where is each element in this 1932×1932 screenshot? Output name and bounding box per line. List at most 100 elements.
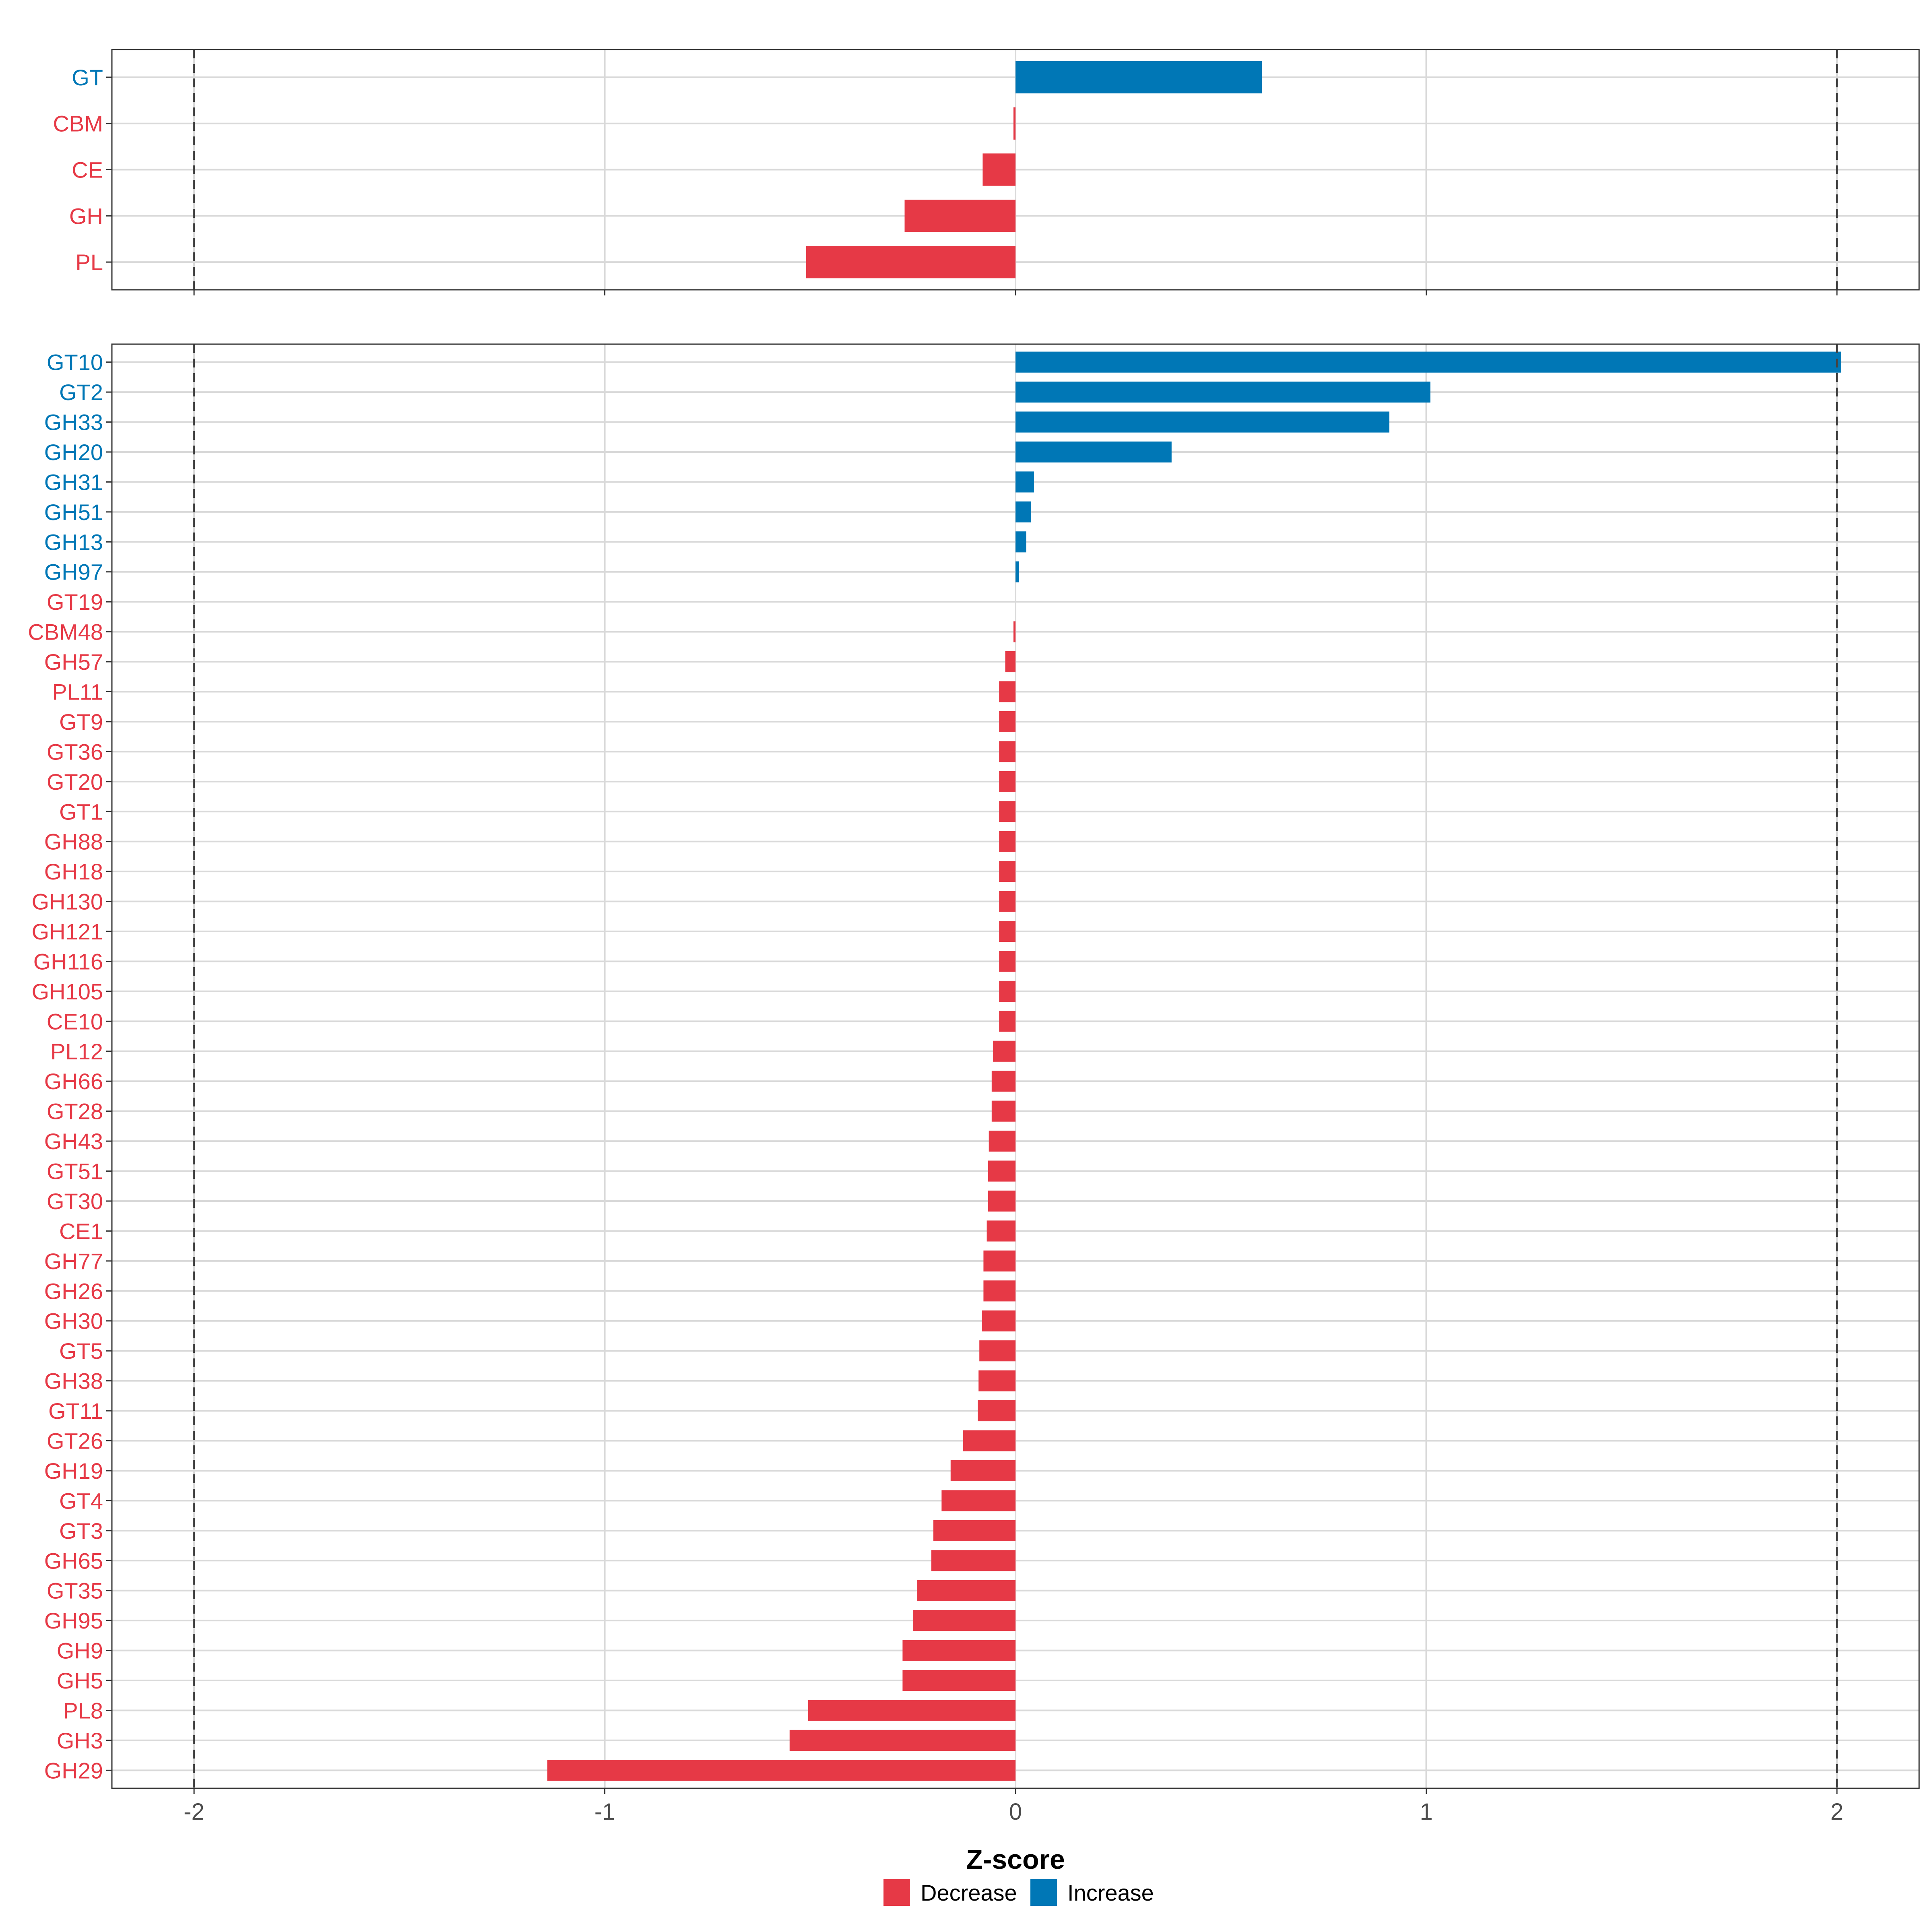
bar-GH3: [789, 1730, 1016, 1751]
bar-GH97: [1016, 561, 1019, 582]
x-tick-label: 2: [1831, 1799, 1843, 1825]
y-tick-label: GH31: [44, 469, 103, 495]
bar-GH66: [991, 1071, 1016, 1092]
y-tick-label: GH130: [32, 889, 103, 914]
legend-swatch-increase: [1030, 1879, 1057, 1906]
x-tick-label: 1: [1420, 1799, 1432, 1825]
y-tick-label: GH66: [44, 1069, 103, 1094]
bar-GH5: [902, 1670, 1016, 1691]
bar-GT20: [999, 771, 1016, 792]
bar-CE1: [987, 1220, 1016, 1242]
bar-GH121: [999, 921, 1016, 942]
y-tick-label: GT30: [47, 1189, 103, 1214]
y-tick-label: GT26: [47, 1428, 103, 1453]
y-tick-label: PL12: [50, 1039, 103, 1064]
bar-GH77: [983, 1250, 1016, 1271]
y-tick-label: GH33: [44, 410, 103, 435]
y-tick-label: GH65: [44, 1548, 103, 1573]
y-tick-label: PL11: [52, 679, 103, 705]
bar-CBM: [1013, 107, 1016, 140]
bar-GH20: [1016, 441, 1172, 463]
y-tick-label: GT36: [47, 739, 103, 764]
y-tick-label: GH116: [33, 949, 103, 974]
bar-GH33: [1016, 411, 1389, 433]
panel-bottom: GT10GT2GH33GH20GH31GH51GH13GH97GT19CBM48…: [28, 343, 1920, 1875]
bar-GH26: [983, 1280, 1016, 1302]
bar-GH29: [547, 1760, 1016, 1781]
bar-GH18: [999, 861, 1016, 882]
bar-GH30: [982, 1310, 1016, 1331]
bar-GT4: [941, 1490, 1016, 1511]
y-tick-label: GT19: [47, 589, 103, 615]
y-tick-label: GH18: [44, 859, 103, 884]
bar-PL12: [993, 1040, 1016, 1062]
bar-GH105: [999, 980, 1016, 1002]
legend-label-increase: Increase: [1067, 1880, 1154, 1905]
panel-top: GT CBM CE GH PL: [53, 49, 1920, 295]
y-tick-label: GT2: [59, 380, 103, 405]
bar-GH43: [989, 1131, 1016, 1152]
y-tick-label: GH30: [44, 1309, 103, 1334]
y-tick-label: GH38: [44, 1368, 103, 1394]
bar-GH95: [912, 1610, 1016, 1631]
y-tick-label: GH57: [44, 649, 103, 675]
y-tick-label: CBM48: [28, 619, 103, 645]
bar-GH: [904, 200, 1016, 232]
bar-GH19: [950, 1460, 1016, 1481]
y-tick-label: GH13: [44, 529, 103, 555]
bar-GT36: [999, 741, 1016, 762]
y-tick-label: PL8: [63, 1698, 103, 1723]
bar-PL: [806, 246, 1016, 279]
bar-GH38: [978, 1370, 1016, 1391]
bar-GH51: [1016, 501, 1031, 522]
bar-GH88: [999, 831, 1016, 852]
y-tick-label: GH77: [44, 1249, 103, 1274]
bar-CBM48: [1013, 621, 1016, 642]
y-tick-label: GH121: [32, 919, 103, 944]
legend: Decrease Increase: [883, 1879, 1154, 1906]
y-tick-label: GH: [69, 203, 103, 229]
y-tick-label: CE1: [59, 1218, 103, 1244]
y-tick-label: GT28: [47, 1099, 103, 1124]
bar-GH65: [931, 1550, 1016, 1571]
y-tick-label: GH5: [57, 1668, 103, 1693]
bar-GT5: [979, 1340, 1016, 1362]
y-tick-label: GT9: [59, 709, 103, 735]
y-tick-label: GH105: [32, 979, 103, 1004]
x-tick-label: -2: [184, 1799, 204, 1825]
y-tick-label: GH43: [44, 1129, 103, 1154]
y-tick-label: GH51: [44, 500, 103, 525]
y-tick-label: GH20: [44, 440, 103, 465]
bar-GT28: [991, 1100, 1016, 1122]
bar-GT11: [978, 1400, 1016, 1422]
y-tick-label: GH19: [44, 1458, 103, 1484]
y-tick-label: GT5: [59, 1338, 103, 1364]
bar-GH31: [1016, 471, 1034, 493]
y-tick-label: GH88: [44, 829, 103, 855]
y-tick-label: GT1: [59, 799, 103, 824]
bar-GT26: [963, 1430, 1016, 1451]
y-tick-label: GT11: [48, 1398, 103, 1424]
bar-GT9: [999, 711, 1016, 732]
bar-PL11: [999, 681, 1016, 702]
bar-GH116: [999, 951, 1016, 972]
y-tick-label: GT: [72, 65, 103, 90]
bar-GT1: [999, 801, 1016, 822]
legend-label-decrease: Decrease: [921, 1880, 1017, 1905]
bar-GH130: [999, 891, 1016, 912]
y-tick-label: CE: [72, 157, 103, 183]
bar-PL8: [808, 1700, 1016, 1721]
x-axis-title: Z-score: [966, 1844, 1065, 1875]
bar-GT35: [917, 1580, 1016, 1601]
x-tick-label: -1: [594, 1799, 615, 1825]
bar-GH57: [1005, 651, 1016, 673]
y-tick-label: GH26: [44, 1278, 103, 1304]
y-tick-label: GT3: [59, 1518, 103, 1544]
y-tick-label: GH97: [44, 559, 103, 585]
bar-GT51: [988, 1160, 1016, 1182]
bar-GH9: [902, 1640, 1016, 1661]
y-tick-label: GT4: [59, 1488, 103, 1513]
bar-CE10: [999, 1011, 1016, 1032]
y-tick-label: GT20: [47, 769, 103, 795]
